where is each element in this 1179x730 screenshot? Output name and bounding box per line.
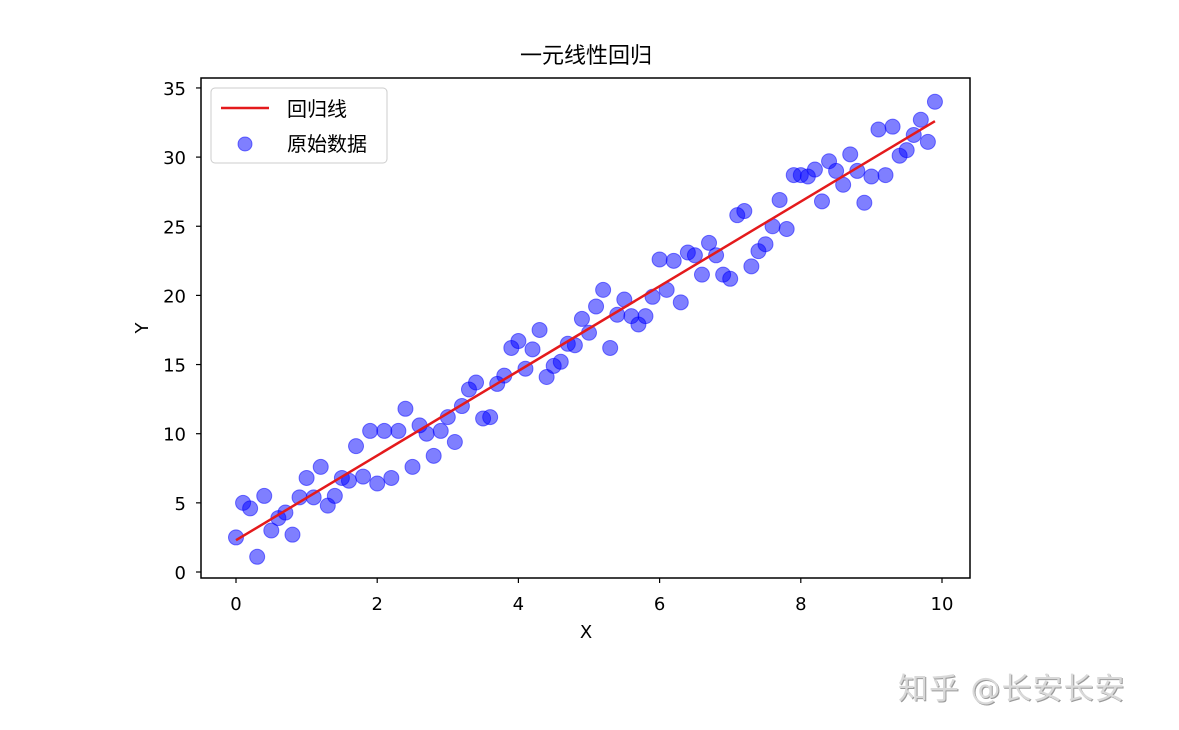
x-axis-ticks: 0 2 4 6 8 10 — [230, 578, 953, 615]
svg-text:6: 6 — [654, 594, 665, 615]
svg-text:2: 2 — [371, 594, 382, 615]
legend: 回归线 原始数据 — [210, 87, 388, 164]
watermark: 知乎 @长安长安 — [898, 672, 1126, 707]
svg-text:0: 0 — [175, 563, 186, 584]
y-axis-ticks: 0 5 10 15 20 25 30 35 — [163, 79, 201, 584]
svg-text:35: 35 — [163, 79, 186, 100]
svg-text:4: 4 — [513, 594, 524, 615]
svg-text:25: 25 — [163, 217, 186, 238]
svg-text:0: 0 — [230, 594, 241, 615]
chart-title: 一元线性回归 — [520, 44, 652, 69]
svg-text:15: 15 — [163, 356, 186, 377]
legend-marker-icon — [237, 136, 253, 152]
svg-text:8: 8 — [795, 594, 806, 615]
y-axis-label: Y — [132, 322, 153, 335]
svg-text:10: 10 — [163, 425, 186, 446]
data-points — [228, 93, 943, 565]
legend-label-points: 原始数据 — [287, 132, 367, 156]
regression-line — [235, 120, 936, 542]
x-axis-label: X — [580, 622, 592, 643]
svg-text:20: 20 — [163, 286, 186, 307]
svg-text:5: 5 — [175, 494, 186, 515]
svg-text:10: 10 — [931, 594, 954, 615]
legend-label-line: 回归线 — [287, 97, 347, 121]
svg-text:30: 30 — [163, 148, 186, 169]
